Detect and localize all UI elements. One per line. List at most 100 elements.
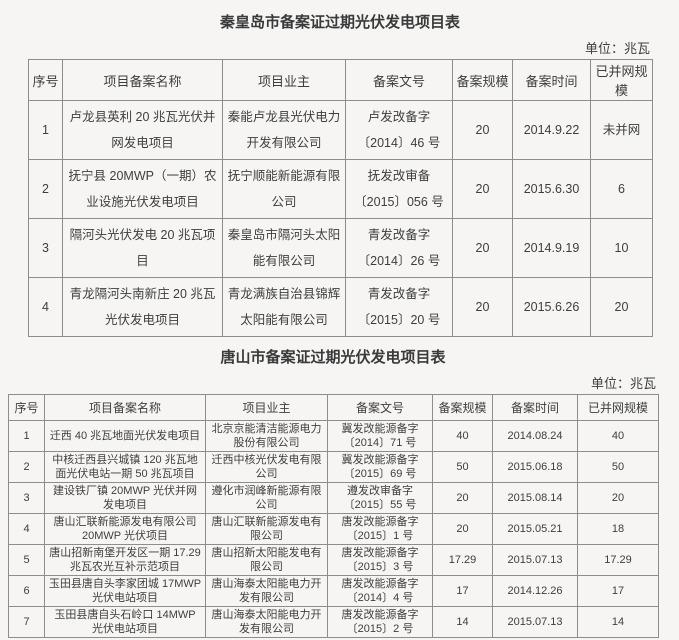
table-cell: 玉田县唐自头李家团城 17MWP 光伏电站项目 [44, 575, 206, 607]
table-cell: 隔河头光伏发电 20 兆瓦项目 [62, 218, 223, 278]
header-row: 序号 项目备案名称 项目业主 备案文号 备案规模 备案时间 已并网规模 [8, 394, 659, 421]
table-cell: 50 [432, 451, 493, 483]
header-row: 序号 项目备案名称 项目业主 备案文号 备案规模 备案时间 已并网规模 [28, 59, 653, 101]
table-cell: 唐山招新太阳能发电有限公司 [205, 544, 328, 576]
table-cell: 玉田县唐自头石岭口 14MWP 光伏电站项目 [44, 606, 206, 638]
table-row: 7 玉田县唐自头石岭口 14MWP 光伏电站项目 唐山海泰太阳能电力开发有限公司 唐发… [8, 606, 659, 638]
table-cell: 1 [8, 420, 45, 452]
table-cell: 卢龙县英利 20 兆瓦光伏并网发电项目 [62, 100, 223, 160]
table-title-tangshan: 唐山市备案证过期光伏发电项目表 [220, 349, 446, 366]
table-cell: 20 [452, 218, 513, 278]
column-header: 项目业主 [205, 394, 328, 421]
table-cell: 10 [590, 218, 653, 278]
table-cell: 17.29 [577, 544, 659, 576]
table-cell: 6 [590, 159, 653, 219]
table-cell: 20 [452, 277, 513, 337]
table-cell: 冀发改能源备字〔2014〕71 号 [327, 420, 433, 452]
table-cell: 抚发改审备〔2015〕056 号 [345, 159, 453, 219]
table-cell: 4 [8, 513, 45, 545]
table-row: 4 唐山汇联新能源发电有限公司 20MWP 光伏项目 唐山汇联新能源发电有限公司 唐发… [8, 513, 659, 545]
table-cell: 唐发改能源备字〔2015〕1 号 [327, 513, 433, 545]
table-cell: 2 [8, 451, 45, 483]
table-row: 3 建设铁厂镇 20MWP 光伏并网发电项目 遵化市润峰新能源有限公司 遵发改审备字〔… [8, 482, 659, 514]
unit-label-tangshan: 单位：兆瓦 [590, 376, 656, 391]
table-cell: 迁西 40 兆瓦地面光伏发电项目 [44, 420, 206, 452]
table-cell: 2014.9.19 [512, 218, 591, 278]
column-header: 已并网规模 [590, 59, 653, 101]
column-header: 备案时间 [512, 59, 591, 101]
table-cell: 2015.07.13 [492, 544, 578, 576]
table-cell: 青龙满族自治县锦辉太阳能有限公司 [222, 277, 346, 337]
column-header: 备案文号 [345, 59, 453, 101]
table-cell: 冀发改能源备字〔2015〕69 号 [327, 451, 433, 483]
table-cell: 17 [577, 575, 659, 607]
column-header: 项目备案名称 [44, 394, 206, 421]
column-header: 项目备案名称 [62, 59, 223, 101]
table-cell: 14 [432, 606, 493, 638]
table-cell: 建设铁厂镇 20MWP 光伏并网发电项目 [44, 482, 206, 514]
column-header: 备案规模 [452, 59, 513, 101]
column-header: 序号 [28, 59, 63, 101]
table-cell: 6 [8, 575, 45, 607]
table-cell: 50 [577, 451, 659, 483]
table-cell: 2015.05.21 [492, 513, 578, 545]
table-cell: 卢发改备字〔2014〕46 号 [345, 100, 453, 160]
table-cell: 2015.07.13 [492, 606, 578, 638]
table-cell: 唐发改能源备字〔2014〕4 号 [327, 575, 433, 607]
table-cell: 7 [8, 606, 45, 638]
table-cell: 20 [590, 277, 653, 337]
table-cell: 唐山海泰太阳能电力开发有限公司 [205, 575, 328, 607]
table-cell: 遵发改审备字〔2015〕55 号 [327, 482, 433, 514]
table-cell: 抚宁顺能新能源有限公司 [222, 159, 346, 219]
table-cell: 1 [28, 100, 63, 160]
column-header: 备案规模 [432, 394, 493, 421]
table-cell: 20 [432, 482, 493, 514]
table-row: 2 中核迁西县兴城镇 120 兆瓦地面光伏电站一期 50 兆瓦项目 迁西中核光伏发电… [8, 451, 659, 483]
table-cell: 北京京能清洁能源电力股份有限公司 [205, 420, 328, 452]
column-header: 备案文号 [327, 394, 433, 421]
table-cell: 2014.08.24 [492, 420, 578, 452]
table-cell: 中核迁西县兴城镇 120 兆瓦地面光伏电站一期 50 兆瓦项目 [44, 451, 206, 483]
table-cell: 未并网 [590, 100, 653, 160]
table-cell: 2015.6.30 [512, 159, 591, 219]
table-cell: 14 [577, 606, 659, 638]
table-row: 5 唐山招新南堡开发区一期 17.29 兆瓦农光互补示范项目 唐山招新太阳能发电有限… [8, 544, 659, 576]
table-cell: 2014.9.22 [512, 100, 591, 160]
table-cell: 40 [577, 420, 659, 452]
table-cell: 迁西中核光伏发电有限公司 [205, 451, 328, 483]
table-cell: 17.29 [432, 544, 493, 576]
table-row: 3 隔河头光伏发电 20 兆瓦项目 秦皇岛市隔河头太阳能有限公司 青发改备字〔2014… [28, 218, 653, 278]
table-row: 2 抚宁县 20MWP（一期）农业设施光伏发电项目 抚宁顺能新能源有限公司 抚发改审备… [28, 159, 653, 219]
column-header: 备案时间 [492, 394, 578, 421]
table-cell: 18 [577, 513, 659, 545]
tangshan-table-section: 唐山市备案证过期光伏发电项目表 单位：兆瓦 序号 项目备案名称 项目业主 备案文号 备案… [8, 348, 659, 638]
table-row: 1 迁西 40 兆瓦地面光伏发电项目 北京京能清洁能源电力股份有限公司 冀发改能源备字… [8, 420, 659, 452]
table-cell: 2014.12.26 [492, 575, 578, 607]
table-cell: 青发改备字〔2014〕26 号 [345, 218, 453, 278]
table-title-qinhuangdao: 秦皇岛市备案证过期光伏发电项目表 [219, 14, 460, 31]
table-cell: 唐山汇联新能源发电有限公司 20MWP 光伏项目 [44, 513, 206, 545]
table-cell: 17 [432, 575, 493, 607]
table-cell: 遵化市润峰新能源有限公司 [205, 482, 328, 514]
table-cell: 抚宁县 20MWP（一期）农业设施光伏发电项目 [62, 159, 223, 219]
table-cell: 唐山招新南堡开发区一期 17.29 兆瓦农光互补示范项目 [44, 544, 206, 576]
table-cell: 2015.06.18 [492, 451, 578, 483]
unit-label-qinhuangdao: 单位：兆瓦 [584, 41, 650, 56]
column-header: 序号 [8, 394, 45, 421]
table-cell: 2 [28, 159, 63, 219]
table-cell: 唐山海泰太阳能电力开发有限公司 [205, 606, 328, 638]
table-row: 6 玉田县唐自头李家团城 17MWP 光伏电站项目 唐山海泰太阳能电力开发有限公司唐… [8, 575, 659, 607]
column-header: 已并网规模 [577, 394, 659, 421]
table-cell: 20 [432, 513, 493, 545]
qinhuangdao-table-section: 秦皇岛市备案证过期光伏发电项目表 单位：兆瓦 序号 项目备案名称 项目业主 备案文号备… [28, 13, 653, 337]
table-cell: 唐发改能源备字〔2015〕2 号 [327, 606, 433, 638]
table-cell: 唐发改能源备字〔2015〕3 号 [327, 544, 433, 576]
table-cell: 秦皇岛市隔河头太阳能有限公司 [222, 218, 346, 278]
tangshan-project-table: 序号 项目备案名称 项目业主 备案文号 备案规模 备案时间 已并网规模 1 迁西 40 兆瓦地面… [8, 394, 659, 638]
table-cell: 20 [577, 482, 659, 514]
table-cell: 唐山汇联新能源发电有限公司 [205, 513, 328, 545]
table-cell: 3 [28, 218, 63, 278]
table-cell: 秦能卢龙县光伏电力开发有限公司 [222, 100, 346, 160]
table-cell: 2015.08.14 [492, 482, 578, 514]
table-cell: 青发改备字〔2015〕20 号 [345, 277, 453, 337]
